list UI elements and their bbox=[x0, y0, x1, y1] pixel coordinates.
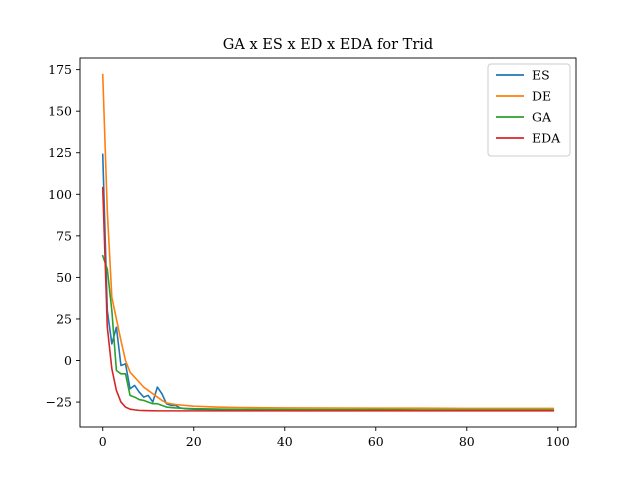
axes-frame bbox=[79, 57, 577, 428]
x-tick-label: 100 bbox=[546, 434, 570, 449]
y-tick-label: 175 bbox=[48, 62, 72, 77]
legend: ES DE GA EDA bbox=[487, 63, 571, 157]
x-tick-label: 60 bbox=[368, 434, 384, 449]
y-tick-label: 75 bbox=[56, 228, 72, 243]
x-tick-label: 80 bbox=[459, 434, 475, 449]
series-line-ga bbox=[101, 254, 555, 411]
chart-title: GA x ES x ED x EDA for Trid bbox=[223, 37, 433, 53]
x-tick-label: 0 bbox=[99, 434, 107, 449]
x-tick-label: 40 bbox=[277, 434, 293, 449]
x-tick-label: 20 bbox=[186, 434, 202, 449]
legend-box bbox=[487, 63, 571, 157]
series-group bbox=[101, 73, 555, 412]
y-tick-label: 100 bbox=[48, 187, 72, 202]
series-line-eda bbox=[101, 186, 555, 412]
y-tick-label: −25 bbox=[46, 395, 72, 410]
y-tick-label: 125 bbox=[48, 145, 72, 160]
y-tick-label: 25 bbox=[56, 311, 72, 326]
legend-label-es: ES bbox=[532, 68, 550, 83]
y-tick-label: 0 bbox=[64, 353, 72, 368]
legend-label-de: DE bbox=[532, 89, 551, 104]
y-tick-label: 50 bbox=[56, 270, 72, 285]
legend-label-eda: EDA bbox=[532, 131, 561, 146]
plot-area: 0 20 40 60 80 100 −25 0 25 50 75 100 125 150 175 ES DE GA… bbox=[46, 57, 577, 449]
legend-label-ga: GA bbox=[532, 110, 552, 125]
y-tick-label: 150 bbox=[48, 104, 72, 119]
series-line-de bbox=[101, 73, 555, 410]
